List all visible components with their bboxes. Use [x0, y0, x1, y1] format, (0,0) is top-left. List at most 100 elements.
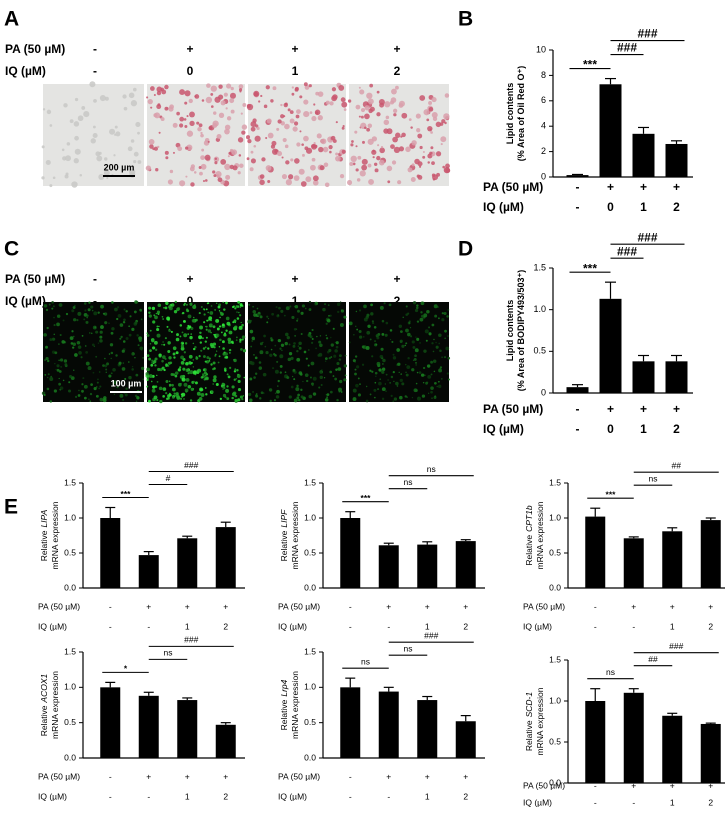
cell [291, 92, 295, 96]
cell [167, 394, 171, 398]
cell [267, 318, 270, 320]
cell [335, 368, 338, 372]
cell [302, 153, 305, 157]
cell [257, 311, 261, 315]
cell [298, 168, 305, 175]
cell [263, 334, 266, 338]
condition-sign: 0 [607, 200, 614, 214]
cell [273, 399, 277, 402]
cell [389, 338, 392, 341]
cell [218, 112, 225, 118]
condition-sign: 2 [463, 621, 468, 631]
cell [179, 366, 182, 369]
cell [52, 176, 56, 180]
cell [406, 365, 411, 370]
cell [98, 371, 101, 373]
condition-sign: + [223, 771, 228, 781]
cell [309, 376, 312, 379]
cell [237, 300, 241, 304]
cell [322, 307, 326, 312]
cell [407, 332, 411, 337]
cell [342, 124, 345, 128]
cell [326, 396, 328, 399]
cell [182, 367, 186, 371]
cell [431, 397, 433, 399]
cell [416, 337, 420, 341]
cell [135, 373, 139, 377]
cell [435, 341, 437, 344]
cell [204, 387, 207, 389]
cell [303, 99, 309, 105]
cell [313, 103, 316, 106]
cell [119, 337, 122, 340]
cell [135, 121, 141, 128]
cell [176, 111, 180, 116]
cell [367, 163, 372, 168]
cell [128, 333, 132, 337]
cell [140, 366, 145, 371]
cell [198, 355, 201, 358]
cell [267, 132, 274, 139]
cell [343, 315, 347, 319]
cell [162, 355, 166, 359]
significance-label: ### [184, 460, 198, 470]
cell [428, 332, 432, 336]
cell [179, 89, 186, 96]
cell [138, 338, 142, 342]
cell [210, 363, 213, 366]
significance-label: ### [617, 41, 637, 55]
cell [41, 145, 45, 149]
cell [95, 394, 99, 398]
cell [149, 144, 154, 149]
cell [373, 388, 377, 392]
y-tick-label: 1.0 [549, 512, 561, 522]
cell [183, 398, 185, 400]
cell [110, 331, 114, 335]
cell [312, 392, 317, 396]
cell [358, 115, 361, 118]
cell [334, 341, 337, 344]
cell [423, 313, 428, 318]
cell [389, 381, 392, 384]
cell [297, 345, 300, 347]
cell [293, 328, 297, 331]
cell [416, 128, 421, 133]
cell [314, 303, 317, 306]
cell [149, 349, 152, 353]
cell [129, 315, 132, 318]
cell [74, 148, 81, 155]
cell [430, 386, 434, 390]
cell [235, 378, 238, 380]
cell [285, 160, 290, 165]
cell [243, 376, 246, 379]
cell [391, 340, 394, 343]
cell [354, 372, 357, 376]
cell [176, 333, 179, 337]
cell [291, 315, 295, 320]
bar [340, 687, 361, 758]
bar [455, 541, 476, 588]
cell [328, 348, 332, 353]
y-tick-label: 0.0 [304, 752, 316, 762]
cell [77, 311, 82, 316]
cell [402, 316, 404, 319]
cell [339, 174, 345, 179]
cell [395, 132, 401, 138]
condition-sign: 1 [185, 791, 190, 801]
cell [329, 390, 333, 394]
cell [280, 114, 285, 119]
cell [180, 397, 183, 400]
cell [149, 342, 152, 345]
cell [274, 344, 277, 347]
cell [131, 353, 134, 356]
cell [190, 333, 192, 335]
cell [100, 325, 104, 329]
cell [177, 368, 181, 372]
condition-sign: - [93, 272, 97, 286]
cell [338, 358, 342, 361]
cell [440, 377, 443, 380]
cell [116, 317, 119, 321]
cell [137, 344, 140, 347]
cell [53, 324, 56, 327]
cell [99, 335, 103, 339]
